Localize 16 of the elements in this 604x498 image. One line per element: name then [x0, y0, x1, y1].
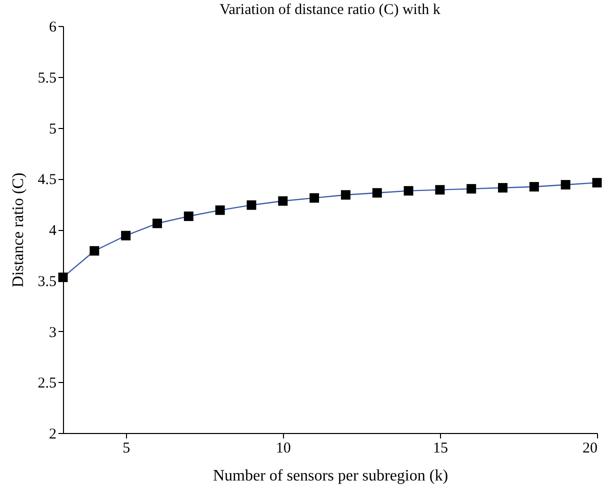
y-tick-label: 4.5	[38, 172, 56, 188]
y-tick-label: 5	[49, 121, 56, 138]
chart-title: Variation of distance ratio (C) with k	[220, 2, 441, 18]
y-tick-label: 5.5	[38, 70, 56, 86]
y-tick-label: 2.5	[38, 376, 56, 392]
x-tick-label: 15	[432, 440, 448, 456]
x-tick-label: 5	[122, 440, 130, 456]
y-tick-label: 3	[49, 324, 56, 341]
y-tick-label: 6	[49, 20, 57, 36]
x-axis-title: Number of sensors per subregion (k)	[212, 468, 448, 484]
y-tick-label: 2	[49, 426, 56, 442]
y-tick-label: 3.5	[38, 274, 56, 290]
x-tick-label: 10	[276, 440, 291, 456]
y-axis-title: Distance ratio (C)	[10, 172, 27, 288]
x-tick-label: 20	[582, 440, 598, 456]
y-tick-label: 4	[49, 223, 57, 239]
